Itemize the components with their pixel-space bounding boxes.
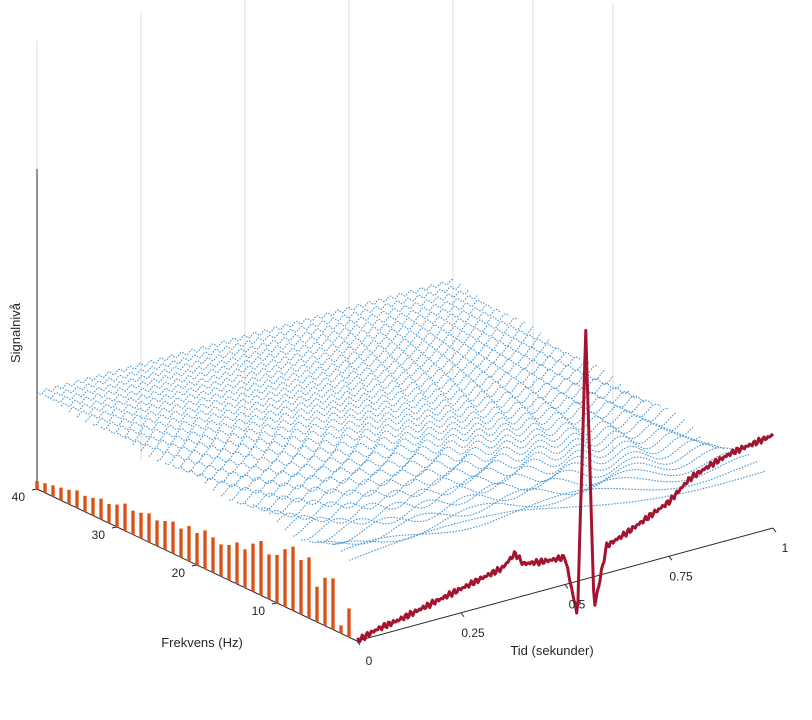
frequency-wave-line	[92, 312, 510, 427]
frequency-wave-line	[60, 295, 478, 407]
frequency-wave-line	[132, 338, 550, 446]
axes	[31, 169, 777, 646]
frequency-wave-line	[268, 418, 686, 518]
frequency-tick-label: 40	[12, 490, 26, 504]
frequency-wave-line	[84, 308, 502, 422]
x-axis-label: Tid (sekunder)	[510, 643, 593, 658]
frequency-wave-line	[68, 299, 486, 413]
frequency-wave-line	[284, 431, 702, 531]
frequency-wave-line	[244, 403, 662, 508]
time-tick-label: 0.25	[461, 626, 485, 640]
frequency-wave-line	[164, 356, 582, 466]
frequency-wave-line	[148, 347, 566, 457]
time-tick-label: 0	[366, 654, 373, 668]
frequency-wave-line	[276, 427, 694, 523]
frequency-wave-line	[220, 391, 638, 497]
frequency-tick	[271, 602, 278, 605]
frequency-wave-line	[156, 352, 574, 462]
frequency-wave-line	[204, 382, 622, 484]
frequency-wave-line	[124, 332, 542, 442]
frequency-tick-label: 20	[172, 566, 186, 580]
frequency-tick	[31, 488, 38, 491]
frequency-wave-line	[332, 453, 750, 546]
time-tick	[772, 527, 777, 533]
frequency-tick-label: 10	[252, 604, 266, 618]
frequency-wave-series	[36, 278, 766, 561]
time-tick-label: 0.5	[569, 598, 586, 612]
frequency-wave-line	[324, 450, 741, 545]
frequency-wave-line	[76, 304, 493, 418]
frequency-tick	[191, 564, 198, 567]
time-tick-label: 1	[782, 541, 789, 555]
frequency-wave-line	[52, 288, 470, 404]
spectrum-bars	[35, 481, 351, 638]
time-tick	[460, 612, 465, 618]
z-axis-label: Signalnivå	[8, 302, 23, 363]
time-tick	[668, 555, 673, 561]
frequency-wave-line	[340, 461, 758, 552]
frequency-tick	[111, 526, 118, 529]
frequency-wave-line	[301, 439, 718, 541]
time-tick	[356, 640, 361, 646]
frequency-wave-line	[316, 447, 734, 545]
time-tick-label: 0.75	[669, 569, 693, 583]
frequency-wave-line	[260, 412, 678, 515]
grid-lines	[36, 0, 614, 489]
frequency-wave-line	[140, 343, 558, 452]
frequency-wave-line	[44, 283, 462, 400]
y-axis-label: Frekvens (Hz)	[161, 635, 243, 650]
frequency-wave-line	[292, 435, 710, 537]
time-signal-series	[356, 328, 775, 644]
frequency-wave-line	[228, 395, 646, 501]
time-tick	[564, 584, 569, 589]
frequency-wave-line	[180, 365, 598, 473]
frequency-wave-line	[196, 375, 614, 481]
frequency-wave-line	[36, 278, 454, 396]
axis-labels: Tid (sekunder) Frekvens (Hz) Signalnivå	[8, 302, 594, 658]
tick-labels: 0 0.25 0.5 0.75 1 10 20 30 40	[12, 490, 789, 668]
frequency-tick-label: 30	[92, 528, 106, 542]
frequency-wave-line	[252, 407, 670, 512]
time-signal-line	[356, 328, 775, 644]
frequency-wave-line	[100, 317, 518, 431]
